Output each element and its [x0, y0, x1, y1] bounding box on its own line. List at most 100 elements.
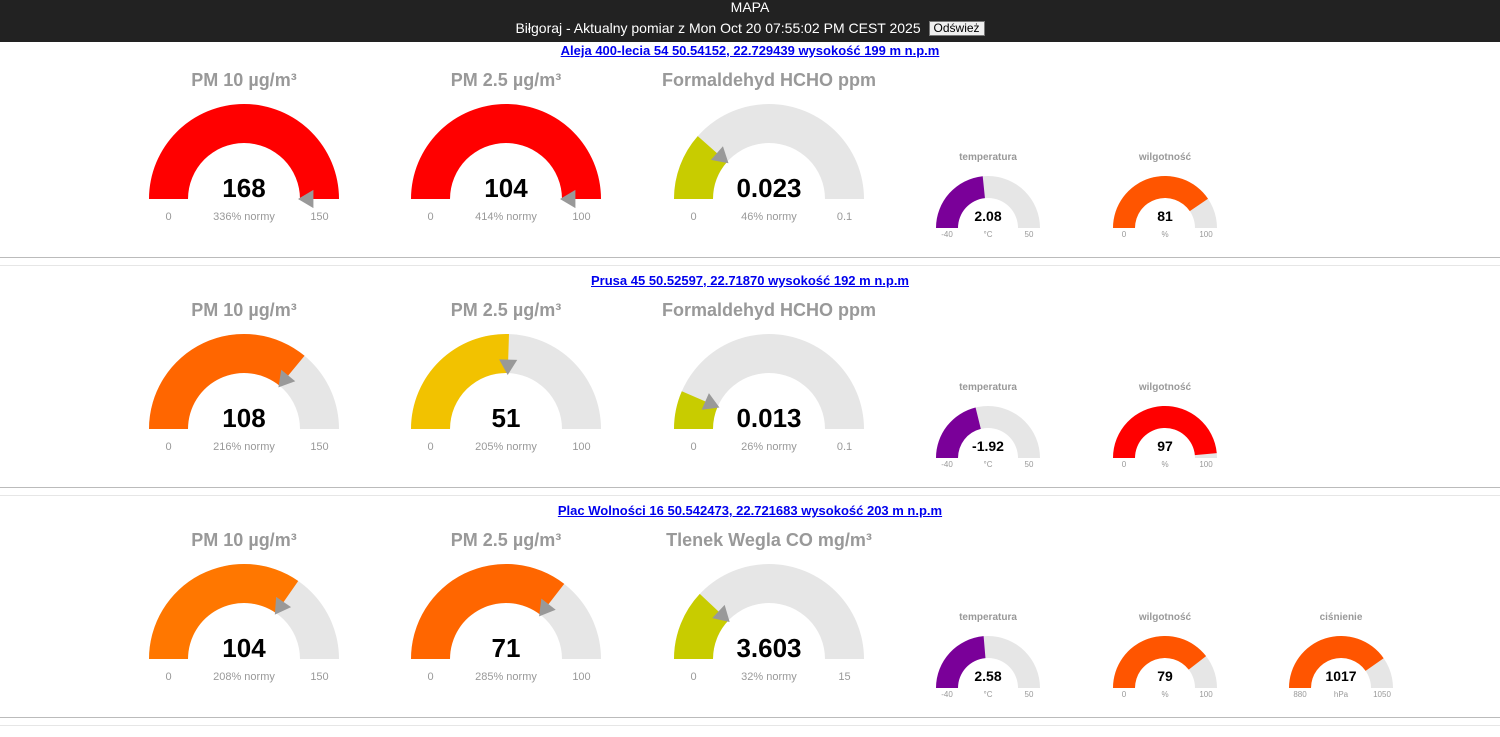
gauge-unit-label: °C: [984, 690, 993, 699]
gauge-fill: [936, 636, 986, 688]
gauge-min-label: -40: [941, 460, 953, 469]
gauge-pointer: [278, 369, 296, 388]
top-bar: MAPA Biłgoraj - Aktualny pomiar z Mon Oc…: [0, 0, 1500, 42]
gauge-min-label: 0: [690, 211, 696, 223]
gauge-min-label: 0: [690, 441, 696, 453]
sensor-title: temperatura: [959, 612, 1017, 623]
gauge-fill: [411, 334, 509, 429]
station-panel: Prusa 45 50.52597, 22.71870 wysokość 192…: [0, 272, 1500, 502]
gauge-unit-label: °C: [984, 460, 993, 469]
gauge-title: PM 2.5 µg/m³: [450, 70, 562, 90]
gauge-min-label: 0: [427, 671, 433, 683]
gauge-pointer: [499, 359, 518, 376]
gauge-max-label: 1050: [1373, 690, 1391, 699]
gauge-pointer: [710, 146, 729, 164]
gauge-value: -1.92: [972, 438, 1004, 454]
gauge-max-label: 100: [1199, 230, 1213, 239]
gauge-norm-label: 32% normy: [741, 671, 797, 683]
gauge-min-label: 0: [427, 211, 433, 223]
gauge-max-label: 0.1: [837, 211, 852, 223]
gauge-value: 2.58: [974, 668, 1001, 684]
gauge-unit-label: °C: [984, 230, 993, 239]
gauge-min-label: 0: [1122, 460, 1127, 469]
measurement-line: Biłgoraj - Aktualny pomiar z Mon Oct 20 …: [0, 20, 1500, 36]
gauge-max-label: 15: [838, 671, 850, 683]
gauge-max-label: 0.1: [837, 441, 852, 453]
gauge-title: PM 10 µg/m³: [191, 300, 297, 320]
gauge-value: 1017: [1325, 668, 1356, 684]
sensor-title: wilgotność: [1138, 382, 1192, 393]
gauge-pointer: [298, 189, 314, 209]
gauge-unit-label: %: [1161, 460, 1168, 469]
gauge-min-label: -40: [941, 690, 953, 699]
gauge-unit-label: %: [1161, 230, 1168, 239]
gauge-pointer: [560, 189, 576, 209]
gauge-fill: [149, 104, 339, 199]
gauge-title: Tlenek Wegla CO mg/m³: [666, 530, 872, 550]
gauge-norm-label: 414% normy: [475, 211, 537, 223]
gauge-title: Formaldehyd HCHO ppm: [661, 70, 876, 90]
sensor-title: ciśnienie: [1319, 612, 1363, 623]
station-divider: [0, 487, 1500, 488]
station-location-link[interactable]: Prusa 45 50.52597, 22.71870 wysokość 192…: [591, 273, 909, 288]
gauge-value: 104: [484, 173, 528, 203]
gauges-canvas: 168 0 150 336% normy 104 0 100 414% normy 0.023 0…: [149, 104, 1217, 239]
gauge-pointer: [539, 598, 556, 617]
station-divider-light: [0, 495, 1500, 496]
gauge-value: 168: [222, 173, 265, 203]
gauge-value: 104: [222, 633, 266, 663]
station-divider: [0, 257, 1500, 258]
gauge-fill: [1113, 636, 1207, 688]
gauge-min-label: 0: [1122, 230, 1127, 239]
refresh-button[interactable]: Odśwież: [928, 21, 985, 36]
gauge-fill: [411, 104, 601, 199]
station-location-link[interactable]: Aleja 400-lecia 54 50.54152, 22.729439 w…: [560, 43, 940, 58]
gauge-fill: [1113, 176, 1209, 228]
gauge-max-label: 100: [572, 211, 590, 223]
gauge-norm-label: 336% normy: [213, 211, 275, 223]
gauge-norm-label: 46% normy: [741, 211, 797, 223]
gauge-fill: [936, 407, 981, 458]
gauge-fill: [1113, 406, 1217, 458]
station-location: Aleja 400-lecia 54 50.54152, 22.729439 w…: [0, 43, 1500, 58]
sensor-title: wilgotność: [1138, 152, 1192, 163]
gauge-max-label: 50: [1025, 460, 1034, 469]
station-divider-light: [0, 725, 1500, 726]
gauge-min-label: 0: [165, 441, 171, 453]
station-divider: [0, 717, 1500, 718]
gauge-value: 71: [492, 633, 521, 663]
measurement-subtitle: Biłgoraj - Aktualny pomiar z Mon Oct 20 …: [515, 20, 921, 36]
gauge-value: 2.08: [974, 208, 1001, 224]
gauge-fill: [1289, 636, 1384, 688]
gauge-norm-label: 208% normy: [213, 671, 275, 683]
gauge-title: PM 10 µg/m³: [191, 530, 297, 550]
gauge-min-label: 0: [1122, 690, 1127, 699]
gauge-track: [674, 564, 864, 659]
gauge-max-label: 150: [310, 211, 328, 223]
gauge-min-label: 0: [427, 441, 433, 453]
gauge-min-label: 0: [165, 671, 171, 683]
gauge-min-label: 880: [1293, 690, 1307, 699]
gauge-value: 81: [1157, 208, 1173, 224]
gauge-pointer: [274, 596, 292, 615]
gauge-title: PM 2.5 µg/m³: [450, 300, 562, 320]
gauge-fill: [149, 334, 305, 429]
gauge-max-label: 100: [572, 441, 590, 453]
gauge-fill: [674, 593, 729, 659]
gauge-max-label: 150: [310, 441, 328, 453]
station-divider-light: [0, 265, 1500, 266]
gauge-title: Formaldehyd HCHO ppm: [661, 300, 876, 320]
gauge-max-label: 50: [1025, 690, 1034, 699]
gauge-title: PM 2.5 µg/m³: [450, 530, 562, 550]
page-title: MAPA: [730, 0, 770, 15]
gauge-title: PM 10 µg/m³: [191, 70, 297, 90]
gauge-fill: [411, 564, 565, 659]
gauge-max-label: 100: [1199, 690, 1213, 699]
station-location-link[interactable]: Plac Wolności 16 50.542473, 22.721683 wy…: [557, 503, 943, 518]
gauge-unit-label: hPa: [1334, 690, 1349, 699]
gauges-canvas: 108 0 150 216% normy 51 0 100 205% normy 0.013 0 0…: [149, 334, 1217, 469]
gauge-value: 51: [492, 403, 521, 433]
gauge-pointer: [712, 604, 730, 623]
gauge-track: [674, 104, 864, 199]
